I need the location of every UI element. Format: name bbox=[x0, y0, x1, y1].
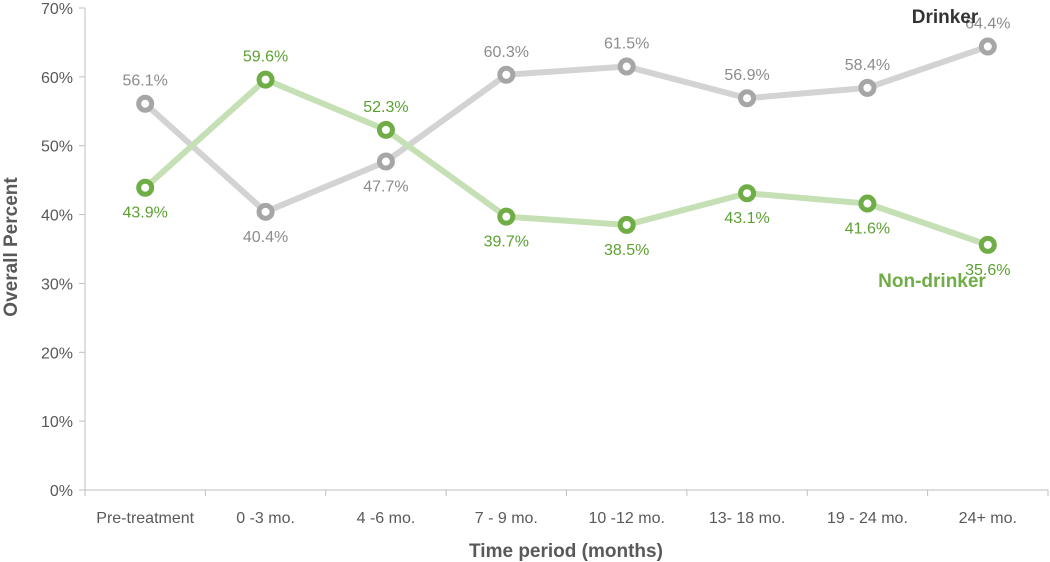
series-markers bbox=[136, 37, 997, 254]
data-point bbox=[978, 37, 997, 56]
x-axis-title: Time period (months) bbox=[469, 541, 663, 562]
data-label: 39.7% bbox=[484, 234, 529, 251]
data-point bbox=[738, 89, 757, 108]
x-tick-label: Pre-treatment bbox=[96, 510, 194, 527]
data-label: 38.5% bbox=[604, 242, 649, 259]
series-line-non-drinker bbox=[142, 76, 991, 248]
series-line-drinker bbox=[142, 43, 991, 215]
data-point bbox=[617, 215, 636, 234]
y-tick-label: 0% bbox=[50, 483, 73, 500]
data-label: 35.6% bbox=[965, 262, 1010, 279]
y-tick-label: 30% bbox=[41, 276, 73, 293]
x-tick-label: 24+ mo. bbox=[959, 510, 1017, 527]
series-lines bbox=[142, 43, 991, 248]
y-tick-label: 60% bbox=[41, 70, 73, 87]
y-tick-label: 70% bbox=[41, 1, 73, 18]
data-point bbox=[136, 178, 155, 197]
data-label: 52.3% bbox=[363, 99, 408, 116]
x-tick-label: 4 -6 mo. bbox=[357, 510, 416, 527]
data-label: 60.3% bbox=[484, 44, 529, 61]
data-point bbox=[978, 235, 997, 254]
data-point bbox=[617, 57, 636, 76]
data-label: 41.6% bbox=[845, 221, 890, 238]
data-label: 64.4% bbox=[965, 16, 1010, 33]
data-point bbox=[376, 120, 395, 139]
data-label: 47.7% bbox=[363, 179, 408, 196]
data-point bbox=[497, 65, 516, 84]
x-tick-label: 10 -12 mo. bbox=[588, 510, 664, 527]
y-tick-label: 40% bbox=[41, 208, 73, 225]
series-name-non-drinker: Non-drinker bbox=[878, 271, 986, 292]
series-name-drinker: Drinker bbox=[912, 7, 979, 28]
data-label: 56.9% bbox=[724, 67, 769, 84]
x-tick-label: 7 - 9 mo. bbox=[475, 510, 538, 527]
data-label: 43.9% bbox=[123, 205, 168, 222]
data-label: 58.4% bbox=[845, 57, 890, 74]
data-point bbox=[376, 152, 395, 171]
data-point bbox=[738, 184, 757, 203]
y-tick-label: 10% bbox=[41, 414, 73, 431]
data-point bbox=[256, 70, 275, 89]
data-label: 56.1% bbox=[123, 73, 168, 90]
data-point bbox=[497, 207, 516, 226]
data-point bbox=[136, 94, 155, 113]
y-tick-label: 50% bbox=[41, 139, 73, 156]
x-tick-label: 13- 18 mo. bbox=[709, 510, 785, 527]
data-label: 43.1% bbox=[724, 210, 769, 227]
y-tick-label: 20% bbox=[41, 345, 73, 362]
data-point bbox=[256, 202, 275, 221]
tick-labels: 0% 10% 20% 30% 40% 50% 60% 70% Pre-treatment 0 -3… bbox=[41, 1, 1017, 527]
x-tick-label: 0 -3 mo. bbox=[236, 510, 295, 527]
axes bbox=[79, 7, 1049, 496]
data-label: 59.6% bbox=[243, 49, 288, 66]
y-axis-title: Overall Percent bbox=[1, 177, 22, 317]
data-label: 61.5% bbox=[604, 36, 649, 53]
data-label: 40.4% bbox=[243, 229, 288, 246]
data-point bbox=[858, 194, 877, 213]
x-tick-label: 19 - 24 mo. bbox=[827, 510, 908, 527]
data-point bbox=[858, 78, 877, 97]
data-labels: 56.1% 40.4% 47.7% 60.3% 61.5% 56.9% 58.4% 64.4%… bbox=[123, 16, 1011, 279]
